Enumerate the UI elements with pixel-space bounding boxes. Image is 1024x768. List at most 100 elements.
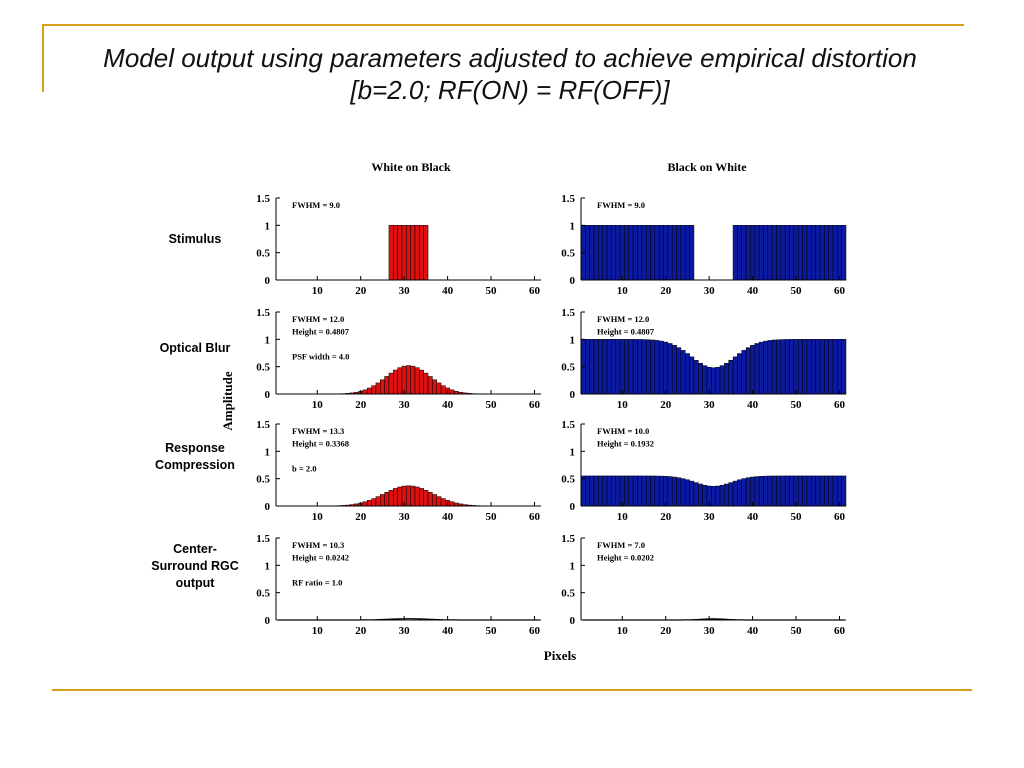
y-tick-label: 1.5 (256, 307, 270, 319)
title-line-1: Model output using parameters adjusted t… (103, 43, 917, 73)
bar (724, 362, 729, 395)
bar (410, 225, 416, 281)
bar (793, 225, 799, 281)
bar (362, 501, 368, 507)
bar (384, 376, 390, 395)
bar (362, 389, 368, 395)
x-tick-label: 50 (486, 399, 498, 411)
bar (810, 475, 816, 507)
bar (698, 362, 703, 395)
y-tick-label: 0 (265, 501, 271, 513)
bar (366, 500, 372, 507)
y-tick-label: 0 (265, 389, 271, 401)
bar (615, 225, 621, 281)
bar (436, 382, 442, 395)
title-line-2: [b=2.0; RF(ON) = RF(OFF)] (350, 75, 670, 105)
annotation: FWHM = 13.3 (292, 426, 344, 436)
bar (423, 225, 429, 281)
chart-panel-6: 0 0.5 1 1.5 10 20 30 40 50 60 FWHM = 10.3 Height = … (256, 533, 541, 637)
bar (667, 343, 673, 395)
bar (611, 225, 617, 281)
x-tick-label: 20 (355, 511, 367, 523)
bar (637, 225, 643, 281)
bar (737, 353, 742, 395)
bar (728, 359, 734, 395)
bar (685, 225, 690, 281)
bar (380, 379, 385, 395)
annotation: FWHM = 9.0 (292, 200, 340, 210)
annotation: FWHM = 10.0 (597, 426, 649, 436)
chart-panel-7: 0 0.5 1 1.5 10 20 30 40 50 60 FWHM = 7.0 Height = 0… (561, 533, 846, 637)
bar (824, 475, 829, 507)
bar (388, 372, 394, 395)
x-tick-label: 10 (312, 285, 324, 297)
y-tick-label: 1.5 (561, 307, 575, 319)
bar (750, 225, 756, 281)
row-label-line: Response (165, 441, 225, 455)
bar (366, 387, 372, 395)
row-label-line: Stimulus (168, 232, 222, 246)
annotation: Height = 0.1932 (597, 439, 654, 449)
bar (767, 475, 773, 507)
bar (698, 483, 703, 507)
bar (745, 477, 751, 507)
bar (680, 225, 686, 281)
bar (841, 475, 847, 507)
bar (624, 475, 630, 507)
bar (780, 225, 786, 281)
x-tick-label: 20 (355, 625, 367, 637)
bar (440, 385, 446, 395)
bar (427, 376, 433, 395)
x-tick-label: 60 (529, 511, 541, 523)
row-label-line: Optical Blur (159, 341, 231, 355)
bar (654, 340, 660, 395)
bar (397, 225, 403, 281)
x-tick-label: 50 (486, 625, 498, 637)
annotation: FWHM = 12.0 (292, 314, 344, 324)
x-tick-label: 60 (834, 625, 846, 637)
bar (806, 339, 812, 395)
bar (624, 339, 630, 395)
bar (615, 339, 621, 395)
bar (828, 339, 834, 395)
annotation: FWHM = 9.0 (597, 200, 645, 210)
bar (771, 475, 777, 507)
y-tick-label: 0.5 (256, 248, 270, 260)
x-tick-label: 40 (747, 399, 759, 411)
bar (832, 225, 838, 281)
bar (711, 367, 716, 395)
bar (663, 476, 669, 507)
x-tick-label: 60 (529, 399, 541, 411)
y-tick-label: 0 (570, 615, 576, 627)
bar (449, 501, 455, 507)
annotation: FWHM = 7.0 (597, 540, 645, 550)
bar (758, 225, 764, 281)
bar (689, 356, 695, 395)
y-tick-label: 0.5 (561, 588, 575, 600)
bar (819, 225, 825, 281)
x-tick-label: 10 (617, 625, 629, 637)
bar (706, 366, 712, 395)
bar (750, 345, 756, 395)
annotation: Height = 0.4807 (597, 327, 655, 337)
annotation: RF ratio = 1.0 (292, 578, 342, 588)
bar (724, 483, 729, 507)
bar (414, 225, 420, 281)
bar (680, 350, 686, 395)
bar (815, 475, 821, 507)
x-tick-label: 60 (834, 399, 846, 411)
y-tick-label: 0.5 (256, 362, 270, 374)
bar (611, 475, 617, 507)
x-tick-label: 30 (704, 285, 716, 297)
bar (815, 339, 821, 395)
bar (676, 347, 682, 395)
bar (663, 341, 669, 395)
bar (602, 339, 608, 395)
annotation: FWHM = 12.0 (597, 314, 649, 324)
row-label-line: Center- (173, 542, 217, 556)
x-tick-label: 30 (704, 625, 716, 637)
y-tick-label: 1 (570, 446, 576, 458)
bar (758, 341, 764, 395)
bar (763, 475, 769, 507)
x-tick-label: 50 (486, 511, 498, 523)
